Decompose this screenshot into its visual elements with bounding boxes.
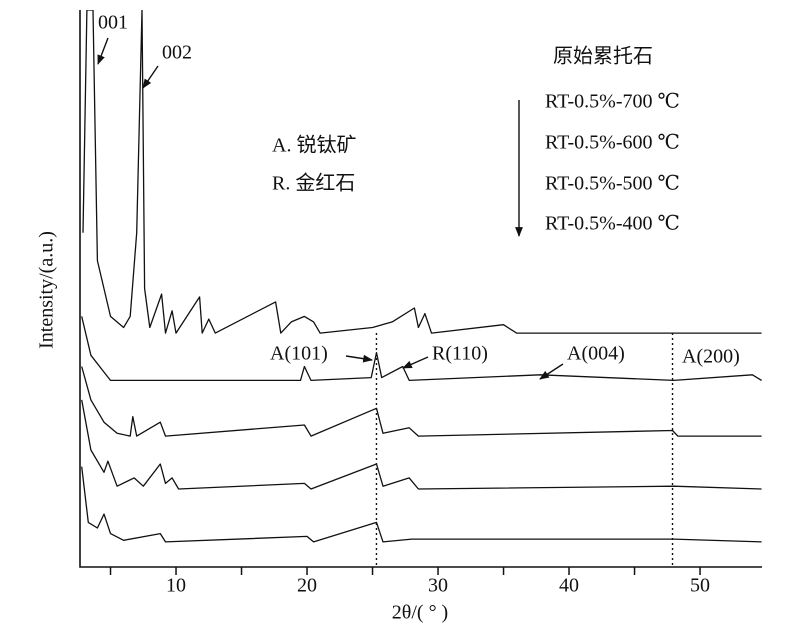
xrd-line (81, 466, 762, 543)
xrd-line (81, 366, 762, 437)
x-tick-label: 50 (690, 575, 710, 597)
annotation: A(004) (567, 343, 625, 365)
arrow-002 (142, 65, 159, 89)
xrd-line (81, 399, 762, 490)
xrd-line (82, 10, 762, 334)
annotation: A(101) (270, 343, 328, 365)
legend-label: RT-0.5%-500 ℃ (545, 173, 680, 195)
arrow-001 (97, 37, 109, 65)
axes (79, 10, 762, 568)
y-axis-label: Intensity/(a.u.) (36, 231, 58, 349)
legend-label: RT-0.5%-400 ℃ (545, 213, 680, 235)
annotation: 002 (162, 42, 192, 64)
arrow-r110 (402, 356, 429, 369)
x-axis-label: 2θ/( ° ) (392, 602, 448, 624)
legend-title: 原始累托石 (553, 45, 653, 68)
annotation: A(200) (682, 346, 740, 368)
annotation: R. 金红石 (272, 172, 355, 195)
legend-label: RT-0.5%-700 ℃ (545, 91, 680, 113)
x-tick-label: 10 (166, 575, 186, 597)
annotation: 001 (98, 12, 128, 34)
legend-label: RT-0.5%-600 ℃ (545, 132, 680, 154)
x-tick-label: 20 (297, 575, 317, 597)
arrow-a101 (345, 354, 373, 363)
xrd-line (81, 316, 762, 382)
x-tick-label: 30 (428, 575, 448, 597)
annotation: R(110) (432, 343, 488, 365)
x-tick-label: 40 (559, 575, 579, 597)
annotation: A. 锐钛矿 (272, 134, 356, 157)
arrow-a004 (539, 363, 564, 380)
plot-area (81, 10, 762, 543)
